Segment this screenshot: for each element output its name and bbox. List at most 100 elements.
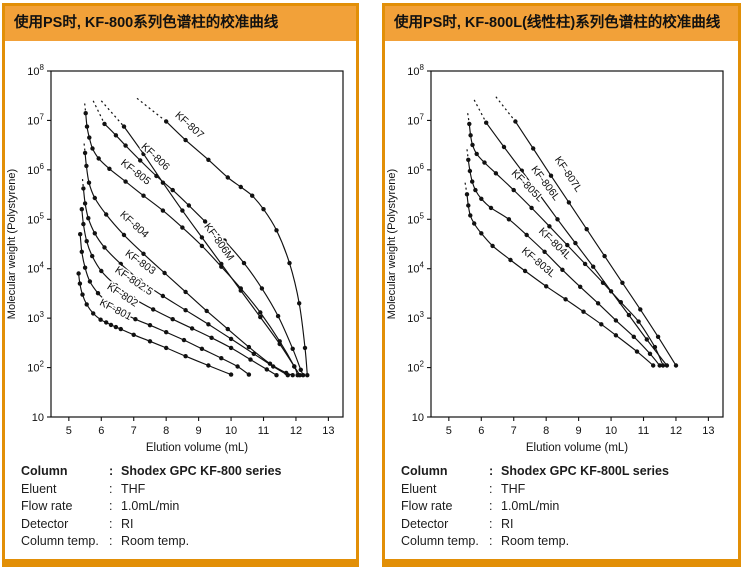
data-point: [274, 373, 279, 378]
y-tick-label: 108: [407, 63, 424, 78]
y-tick-label: 105: [407, 211, 424, 226]
series-label: KF-806M: [201, 221, 236, 263]
data-point: [206, 157, 211, 162]
info-row: Flow rate:1.0mL/min: [21, 498, 356, 516]
data-point: [300, 373, 306, 378]
data-point: [305, 373, 310, 378]
info-label: Column temp.: [401, 534, 479, 548]
data-point: [241, 260, 247, 266]
data-point: [113, 324, 119, 330]
data-point: [582, 261, 588, 267]
data-point: [84, 163, 89, 169]
y-tick-label: 102: [407, 360, 424, 375]
data-point: [82, 265, 88, 270]
data-point: [225, 326, 230, 332]
data-point: [470, 179, 475, 184]
y-tick-label: 104: [27, 261, 44, 276]
chart-svg-kf800l: 5 6 7 8 9 10 11 12 13 10 102 103 104 105 106 107 108 Elut…: [386, 63, 724, 454]
x-tick-label: 6: [478, 425, 484, 437]
x-tick-label: 8: [543, 425, 549, 437]
data-point: [118, 261, 124, 267]
data-point: [277, 341, 282, 347]
series-KF-806M: [100, 100, 302, 378]
data-point: [160, 208, 166, 213]
series-line: [85, 113, 299, 376]
data-point: [258, 310, 263, 315]
series-line: [165, 121, 308, 376]
series-KF-805L: [467, 113, 666, 368]
data-point: [164, 119, 169, 124]
data-point: [636, 319, 641, 324]
info-row: Column: Shodex GPC KF-800 series: [21, 463, 356, 481]
data-point: [284, 370, 289, 376]
data-point: [544, 284, 549, 289]
series-line: [514, 121, 677, 366]
data-point: [186, 203, 192, 208]
calibration-chart-kf800l: 5 6 7 8 9 10 11 12 13 10 102 103 104 105 106 107 108 Elut…: [385, 57, 738, 459]
data-point: [206, 363, 211, 368]
data-point: [565, 242, 570, 248]
data-point: [81, 186, 86, 191]
series-dotted-extension: [136, 97, 167, 122]
data-point: [79, 249, 85, 254]
info-value: Room temp.: [121, 534, 190, 548]
info-row: Detector: RI: [21, 516, 356, 534]
data-point: [92, 231, 98, 236]
info-separator: :: [109, 534, 113, 548]
x-tick-label: 10: [225, 425, 237, 437]
info-separator: :: [489, 516, 493, 531]
data-point: [162, 270, 167, 276]
data-point: [199, 346, 205, 351]
y-tick-label: 10: [32, 412, 44, 424]
data-point: [664, 363, 670, 368]
info-separator: :: [109, 464, 114, 478]
x-tick-label: 6: [98, 425, 104, 437]
data-point: [90, 146, 95, 151]
data-point: [99, 268, 104, 274]
data-point: [522, 268, 528, 274]
data-point: [464, 192, 470, 197]
data-point: [113, 283, 119, 288]
data-point: [84, 239, 89, 244]
data-point: [634, 349, 640, 354]
data-point: [467, 121, 472, 127]
series-line: [468, 123, 664, 366]
info-separator: :: [489, 534, 493, 548]
info-value: RI: [501, 516, 514, 531]
y-axis-title: Molecular weight (Polystyrene): [386, 169, 398, 319]
data-point: [84, 124, 90, 129]
data-point: [644, 337, 649, 342]
info-label: Detector: [401, 516, 449, 531]
info-row: Detector: RI: [401, 516, 738, 534]
x-tick-label: 11: [258, 425, 269, 437]
data-point: [626, 312, 632, 318]
data-point: [470, 142, 475, 148]
data-point: [258, 314, 263, 320]
data-point: [578, 284, 583, 289]
data-point: [513, 119, 518, 124]
x-axis-title: Elution volume (mL): [146, 442, 248, 454]
data-point: [80, 292, 85, 297]
data-point: [537, 192, 542, 198]
series-KF-806: [92, 100, 306, 378]
data-point: [86, 216, 91, 221]
y-tick-label: 10: [412, 412, 424, 424]
y-tick-label: 104: [407, 261, 424, 276]
data-point: [228, 336, 234, 342]
info-row: Column temp.: Room temp.: [21, 533, 356, 551]
data-point: [238, 184, 243, 190]
series-line: [104, 123, 304, 376]
data-point: [466, 157, 471, 162]
series-dotted-extension: [473, 99, 487, 123]
data-point: [121, 232, 127, 238]
series-label: KF-806: [139, 141, 172, 173]
data-point: [246, 372, 252, 377]
data-point: [164, 330, 169, 335]
chart-svg-kf800: 5 6 7 8 9 10 11 12 13 10 102 103 104 105 106 107 108 Elut…: [6, 63, 344, 454]
info-separator: :: [109, 499, 113, 513]
info-label: Column temp.: [21, 534, 99, 548]
data-point: [493, 171, 499, 176]
data-point: [180, 225, 185, 230]
y-tick-label: 108: [27, 63, 44, 78]
